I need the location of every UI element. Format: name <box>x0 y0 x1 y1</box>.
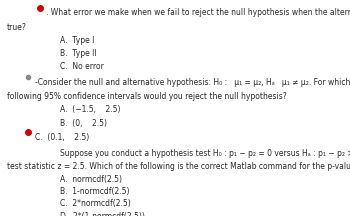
Text: true?: true? <box>7 23 27 32</box>
FancyBboxPatch shape <box>28 0 350 216</box>
Text: D.  2*(1-normcdf(2.5)): D. 2*(1-normcdf(2.5)) <box>60 212 144 216</box>
Ellipse shape <box>0 65 42 160</box>
Text: A.  normcdf(2.5): A. normcdf(2.5) <box>60 175 121 184</box>
Text: test statistic z = 2.5. Which of the following is the correct Matlab command for: test statistic z = 2.5. Which of the fol… <box>7 162 350 171</box>
Ellipse shape <box>0 138 42 216</box>
Ellipse shape <box>0 65 42 160</box>
Text: -Consider the null and alternative hypothesis: H₀ :   μ₁ = μ₂, Hₐ   μ₁ ≠ μ₂. For: -Consider the null and alternative hypot… <box>35 78 350 87</box>
Text: following 95% confidence intervals would you reject the null hypothesis?: following 95% confidence intervals would… <box>7 92 287 101</box>
Text: . What error we make when we fail to reject the null hypothesis when the alterna: . What error we make when we fail to rej… <box>46 8 350 17</box>
Text: A.  Type I: A. Type I <box>60 36 94 45</box>
Text: C.  No error: C. No error <box>60 62 103 71</box>
Ellipse shape <box>0 0 42 86</box>
Ellipse shape <box>0 138 42 216</box>
Text: A.  (−1.5,    2.5): A. (−1.5, 2.5) <box>60 105 120 114</box>
Text: B.  (0,    2.5): B. (0, 2.5) <box>60 119 106 128</box>
Text: B.  1-normcdf(2.5): B. 1-normcdf(2.5) <box>60 187 129 196</box>
Ellipse shape <box>0 0 42 86</box>
Text: C.  (0.1,    2.5): C. (0.1, 2.5) <box>35 133 89 142</box>
Text: B.  Type II: B. Type II <box>60 49 96 58</box>
Text: C.  2*normcdf(2.5): C. 2*normcdf(2.5) <box>60 199 130 208</box>
Text: Suppose you conduct a hypothesis test H₀ : p₁ − p₂ = 0 versus Hₐ : p₁ − p₂ > 0 a: Suppose you conduct a hypothesis test H₀… <box>60 149 350 158</box>
